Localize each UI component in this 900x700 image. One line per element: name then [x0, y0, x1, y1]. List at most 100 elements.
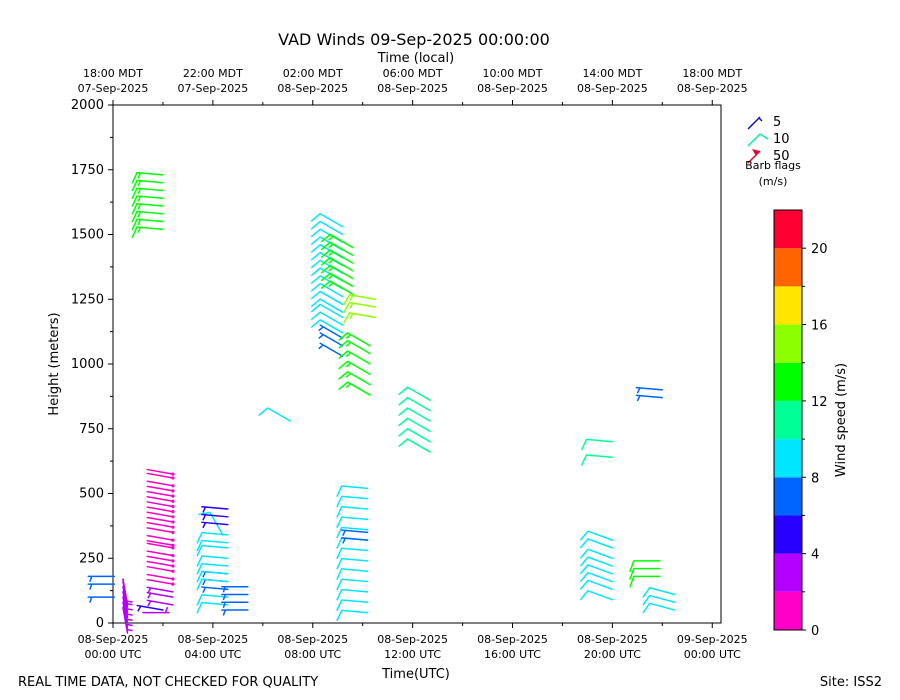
barb-feather — [131, 226, 138, 238]
barb-half-feather — [345, 372, 352, 378]
wind-barb — [196, 570, 229, 583]
colorbar-bin — [774, 286, 802, 325]
wind-barb — [221, 601, 249, 609]
barb-shaft — [146, 565, 174, 572]
barb-shaft — [587, 590, 614, 601]
barb-feather — [338, 332, 349, 341]
barb-calm — [171, 472, 175, 476]
barb-shaft — [201, 586, 229, 591]
barb-half-feather — [147, 587, 152, 594]
barb-shaft — [136, 187, 164, 192]
barb-shaft — [319, 290, 344, 306]
wind-barb — [320, 257, 354, 272]
barb-feather — [131, 203, 138, 215]
barb-calm — [171, 525, 175, 529]
wind-barb — [338, 339, 371, 355]
barb-shaft — [136, 218, 164, 223]
barb-shaft — [341, 599, 369, 604]
legend-label: 10 — [773, 132, 790, 147]
barb-half-feather — [202, 571, 207, 578]
barb-feather — [196, 578, 203, 591]
colorbar-bin — [774, 210, 802, 249]
top-tick-time: 18:00 MDT — [83, 67, 143, 80]
colorbar-bin — [774, 591, 802, 630]
barb-shaft — [146, 506, 174, 513]
barb-feather — [310, 267, 321, 277]
barb-shaft — [201, 539, 229, 544]
barb-calm — [171, 504, 175, 509]
barb-half-feather — [89, 576, 93, 583]
barb-half-feather — [126, 628, 133, 632]
barb-shaft — [201, 570, 229, 575]
barb-feather — [320, 280, 331, 290]
barb-feather — [310, 303, 321, 313]
wind-barb — [642, 594, 676, 606]
barb-feather — [320, 272, 331, 282]
barb-half-feather — [222, 586, 227, 593]
barb-shaft — [406, 396, 431, 412]
barb-half-feather — [328, 243, 334, 249]
barb-shaft — [146, 468, 174, 475]
wind-barb — [196, 578, 229, 591]
barb-shaft — [201, 506, 229, 510]
barb-feather — [310, 311, 321, 321]
barb-calm — [171, 546, 175, 550]
wind-barb — [146, 506, 175, 514]
barb-feather — [336, 589, 343, 601]
barb-shaft — [201, 578, 229, 583]
barb-shaft — [319, 220, 344, 236]
barb-shaft — [341, 526, 369, 531]
colorbar-bin — [774, 400, 802, 440]
top-tick-date: 08-Sep-2025 — [577, 82, 648, 95]
y-tick-label: 0 — [96, 616, 104, 631]
barb-shaft — [122, 596, 129, 624]
barb-half-feather — [126, 608, 133, 611]
legend-entry: 50 — [747, 149, 790, 164]
barb-feather — [579, 590, 589, 601]
barb-calm — [171, 489, 175, 493]
x-tick-time: 12:00 UTC — [384, 648, 441, 661]
barb-feather — [320, 249, 331, 259]
legend-label: 5 — [773, 115, 781, 130]
x-tick-time: 16:00 UTC — [484, 648, 541, 661]
barb-half-feather — [137, 188, 142, 195]
wind-barb — [336, 526, 369, 539]
wind-barb — [131, 179, 164, 192]
barb-feather — [310, 228, 321, 238]
barb-shaft — [146, 521, 174, 528]
barb-shaft — [341, 578, 369, 583]
wind-barb — [338, 360, 371, 376]
barb-feather — [343, 302, 351, 314]
barb-feather — [338, 381, 349, 391]
wind-barb — [146, 540, 175, 547]
barb-shaft — [319, 342, 344, 357]
barb-shaft — [329, 241, 354, 256]
wind-barb — [146, 490, 175, 498]
barb-feather — [336, 527, 343, 539]
legend-entry: 5 — [747, 115, 781, 130]
barb-feather — [310, 259, 321, 269]
barb-feather — [310, 213, 321, 222]
barb-feather — [310, 290, 321, 300]
barb-feather — [196, 563, 203, 575]
barb-shaft — [341, 529, 369, 534]
barb-feather — [320, 233, 331, 243]
wind-barb — [580, 454, 614, 466]
y-tick-label: 1000 — [71, 357, 104, 372]
wind-barb — [196, 563, 229, 575]
barb-shaft — [585, 454, 614, 458]
barb-feather — [642, 587, 651, 598]
wind-barb — [146, 591, 174, 599]
colorbar-tick-label: 4 — [811, 548, 819, 563]
barb-shaft — [319, 324, 344, 339]
x-axis-label: Time(UTC) — [381, 667, 450, 682]
barb-feather — [398, 438, 409, 448]
barb-half-feather — [318, 334, 324, 339]
wind-barb — [87, 575, 115, 583]
wind-barb — [629, 575, 661, 588]
wind-barb — [131, 187, 164, 200]
barb-feather — [629, 560, 635, 573]
wind-barb — [579, 548, 614, 559]
barb-half-feather — [126, 618, 133, 622]
barb-feather — [579, 530, 589, 541]
